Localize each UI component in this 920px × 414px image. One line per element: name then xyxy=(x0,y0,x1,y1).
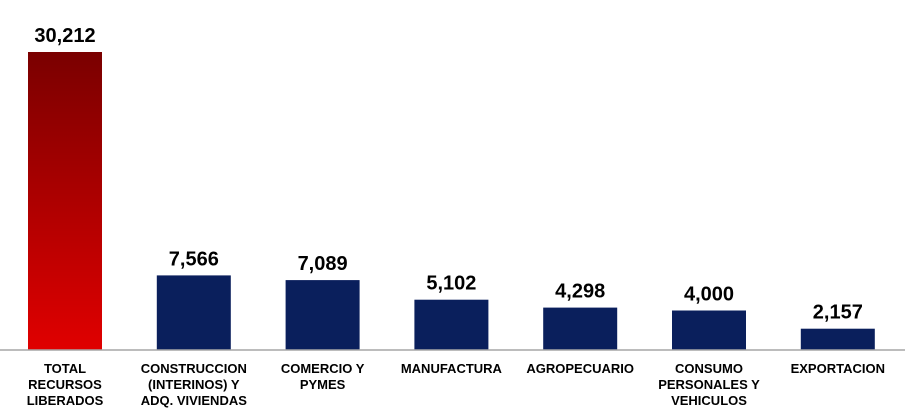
category-label-line: MANUFACTURA xyxy=(401,361,503,376)
category-label-3: MANUFACTURA xyxy=(401,361,503,376)
bar-2 xyxy=(285,280,360,350)
category-label-0: TOTAL RECURSOS LIBERADOS xyxy=(27,361,104,408)
category-label-line: LIBERADOS xyxy=(27,393,104,408)
value-label-5: 4,000 xyxy=(684,284,734,306)
category-label-line: (INTERINOS) Y xyxy=(148,377,240,392)
category-label-line: CONSTRUCCION xyxy=(141,361,247,376)
category-label-line: RECURSOS xyxy=(28,377,102,392)
bars-group xyxy=(28,52,875,350)
category-label-line: AGROPECUARIO xyxy=(526,361,634,376)
labels-group: 30,212 TOTAL RECURSOS LIBERADOS 7,566 CONSTRU… xyxy=(27,25,885,408)
category-label-4: AGROPECUARIO xyxy=(526,361,634,376)
bar-5 xyxy=(672,310,746,350)
category-label-line: EXPORTACION xyxy=(791,361,885,376)
bar-1 xyxy=(156,275,231,350)
value-label-3: 5,102 xyxy=(426,273,476,295)
bar-3 xyxy=(414,299,489,350)
bar-6 xyxy=(800,328,875,350)
value-label-4: 4,298 xyxy=(555,281,605,303)
category-label-6: EXPORTACION xyxy=(791,361,885,376)
category-label-line: CONSUMO xyxy=(675,361,743,376)
category-label-line: ADQ. VIVIENDAS xyxy=(141,393,248,408)
category-label-2: COMERCIO Y PYMES xyxy=(281,361,365,392)
category-label-line: PYMES xyxy=(300,377,346,392)
category-label-5: CONSUMO PERSONALES Y VEHICULOS xyxy=(658,361,760,408)
category-label-line: TOTAL xyxy=(44,361,86,376)
value-label-2: 7,089 xyxy=(298,253,348,275)
value-label-6: 2,157 xyxy=(813,302,863,324)
bar-4 xyxy=(543,307,618,350)
category-label-1: CONSTRUCCION (INTERINOS) Y ADQ. VIVIENDAS xyxy=(141,361,248,408)
category-label-line: COMERCIO Y xyxy=(281,361,365,376)
value-label-0: 30,212 xyxy=(34,25,95,47)
category-label-line: VEHICULOS xyxy=(671,393,747,408)
bar-0 xyxy=(28,52,102,350)
value-label-1: 7,566 xyxy=(169,248,219,270)
category-label-line: PERSONALES Y xyxy=(658,377,760,392)
